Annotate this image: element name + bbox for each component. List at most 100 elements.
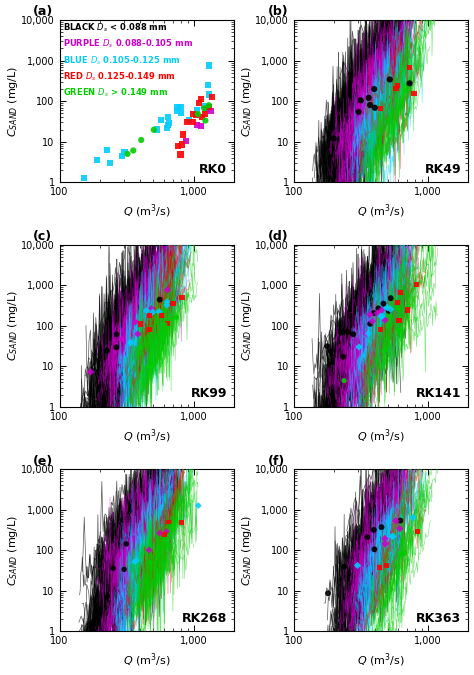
- Text: GREEN $D_s$ > 0.149 mm: GREEN $D_s$ > 0.149 mm: [63, 86, 168, 99]
- Point: [197, 120, 204, 131]
- Point: [344, 327, 351, 338]
- Point: [193, 120, 201, 131]
- Point: [182, 136, 190, 146]
- Point: [394, 325, 402, 336]
- Point: [149, 306, 156, 317]
- Point: [194, 109, 201, 119]
- Point: [201, 101, 208, 111]
- Point: [368, 316, 376, 327]
- Point: [377, 103, 384, 114]
- Point: [356, 342, 363, 352]
- Point: [371, 544, 378, 555]
- Point: [383, 344, 390, 355]
- Point: [355, 107, 363, 117]
- Point: [120, 564, 128, 574]
- Point: [414, 526, 421, 537]
- Point: [328, 122, 336, 133]
- Point: [192, 110, 200, 121]
- Point: [173, 312, 180, 323]
- Point: [147, 303, 155, 314]
- Point: [147, 557, 155, 568]
- Point: [118, 151, 126, 161]
- Point: [375, 562, 383, 573]
- Point: [201, 103, 208, 113]
- Point: [178, 139, 186, 150]
- Point: [106, 157, 114, 168]
- Point: [137, 342, 145, 353]
- Point: [146, 324, 153, 335]
- Text: (b): (b): [268, 5, 288, 18]
- Point: [383, 560, 390, 571]
- Point: [185, 114, 192, 125]
- Point: [374, 308, 381, 319]
- Point: [164, 319, 171, 329]
- Point: [357, 95, 365, 106]
- Point: [370, 524, 378, 535]
- Point: [363, 328, 371, 339]
- Point: [169, 298, 177, 309]
- Point: [81, 173, 88, 184]
- Point: [146, 310, 154, 321]
- Point: [103, 144, 111, 155]
- Point: [205, 80, 212, 90]
- Point: [145, 361, 152, 372]
- Point: [393, 80, 401, 91]
- Text: RED $D_s$ 0.125-0.149 mm: RED $D_s$ 0.125-0.149 mm: [63, 70, 176, 83]
- Point: [174, 140, 182, 151]
- Text: (e): (e): [33, 454, 54, 468]
- Point: [410, 512, 417, 523]
- Point: [123, 539, 130, 549]
- Point: [165, 118, 173, 129]
- Point: [178, 292, 186, 303]
- X-axis label: $Q$ (m$^3$/s): $Q$ (m$^3$/s): [357, 427, 405, 445]
- Point: [404, 304, 411, 315]
- Point: [393, 302, 401, 313]
- Point: [381, 539, 389, 549]
- X-axis label: $Q$ (m$^3$/s): $Q$ (m$^3$/s): [123, 652, 171, 670]
- Point: [330, 133, 337, 144]
- Point: [201, 108, 209, 119]
- Point: [164, 296, 171, 307]
- Point: [157, 310, 165, 321]
- X-axis label: $Q$ (m$^3$/s): $Q$ (m$^3$/s): [357, 652, 405, 670]
- Point: [366, 100, 374, 111]
- Point: [194, 500, 202, 511]
- Point: [195, 98, 202, 109]
- Y-axis label: $C_{SAND}$ (mg/L): $C_{SAND}$ (mg/L): [240, 65, 254, 137]
- Point: [349, 329, 357, 340]
- Point: [132, 555, 140, 566]
- Point: [201, 115, 209, 126]
- X-axis label: $Q$ (m$^3$/s): $Q$ (m$^3$/s): [357, 202, 405, 220]
- Point: [338, 327, 346, 338]
- Text: RK363: RK363: [416, 612, 462, 625]
- Point: [401, 547, 408, 558]
- Point: [197, 94, 205, 105]
- Point: [377, 324, 384, 335]
- Point: [364, 532, 371, 543]
- Point: [205, 89, 213, 100]
- Point: [173, 105, 181, 116]
- Point: [410, 88, 418, 99]
- Point: [134, 329, 142, 340]
- Point: [113, 329, 120, 340]
- Point: [132, 317, 139, 327]
- Point: [178, 518, 185, 529]
- Point: [327, 346, 334, 356]
- Point: [161, 319, 169, 330]
- Point: [378, 311, 386, 322]
- Point: [109, 563, 117, 574]
- Y-axis label: $C_{SAND}$ (mg/L): $C_{SAND}$ (mg/L): [240, 514, 254, 586]
- Point: [154, 124, 161, 135]
- Point: [378, 522, 385, 533]
- Point: [205, 100, 213, 111]
- Point: [377, 310, 384, 321]
- Point: [370, 308, 378, 319]
- Point: [339, 351, 346, 362]
- Point: [374, 303, 382, 314]
- Point: [103, 345, 110, 356]
- Point: [150, 124, 157, 135]
- Point: [173, 102, 181, 113]
- Point: [129, 145, 137, 156]
- Text: (a): (a): [33, 5, 54, 18]
- Point: [385, 306, 392, 317]
